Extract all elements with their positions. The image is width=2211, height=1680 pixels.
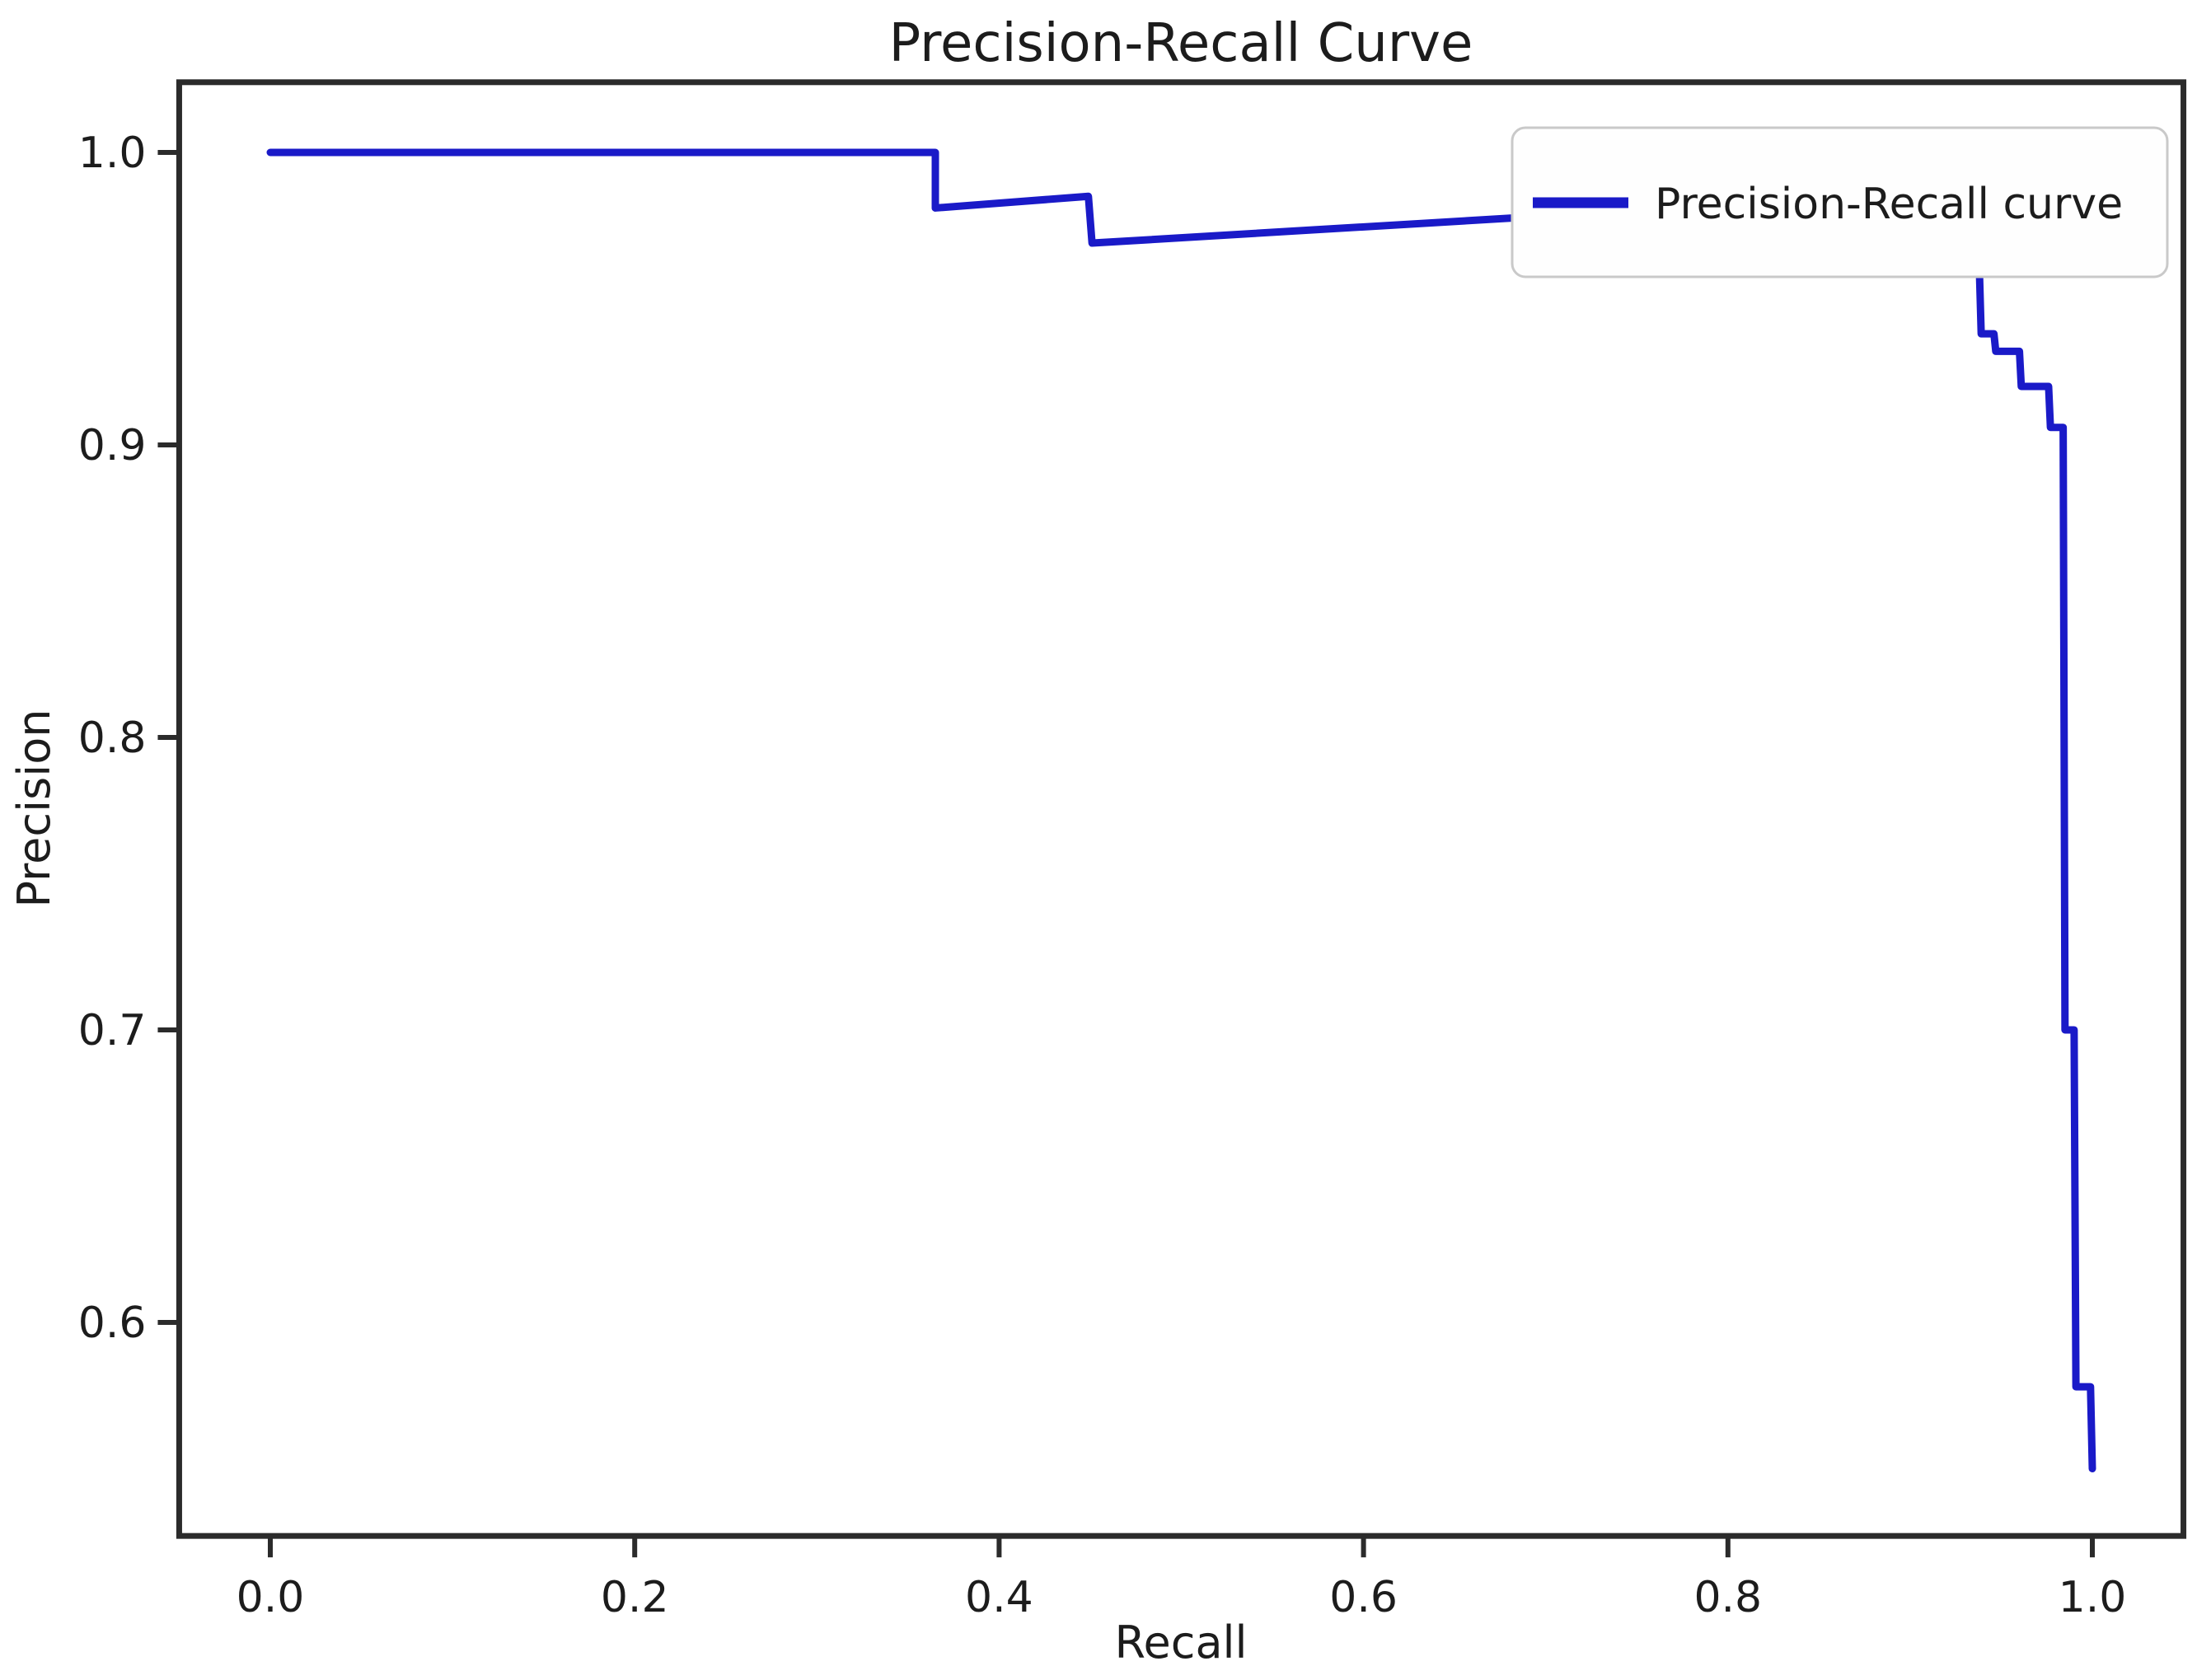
- y-tick-label: 0.9: [78, 421, 147, 470]
- x-tick-label: 0.2: [601, 1573, 669, 1622]
- pr-curve-line: [270, 152, 2092, 1469]
- x-axis-label: Recall: [1114, 1617, 1247, 1668]
- y-tick-label: 1.0: [78, 129, 147, 178]
- legend: Precision-Recall curve: [1512, 128, 2167, 277]
- y-tick-label: 0.6: [78, 1299, 147, 1348]
- x-tick-label: 0.0: [237, 1573, 305, 1622]
- x-tick-label: 1.0: [2059, 1573, 2127, 1622]
- precision-recall-chart: 0.0 0.2 0.4 0.6 0.8 1.0 1.0 0.9 0.8 0.7 0.6 Preci…: [0, 0, 2211, 1680]
- x-tick-label: 0.8: [1693, 1573, 1762, 1622]
- x-tick-label: 0.4: [965, 1573, 1033, 1622]
- plot-area-border: [179, 82, 2183, 1536]
- y-tick-label: 0.8: [78, 714, 147, 763]
- y-axis-ticks: 1.0 0.9 0.8 0.7 0.6: [78, 129, 180, 1348]
- legend-entry-label: Precision-Recall curve: [1655, 180, 2123, 229]
- y-tick-label: 0.7: [78, 1006, 147, 1055]
- chart-title: Precision-Recall Curve: [889, 13, 1473, 74]
- y-axis-label: Precision: [8, 709, 60, 908]
- x-axis-ticks: 0.0 0.2 0.4 0.6 0.8 1.0: [237, 1536, 2127, 1622]
- figure-canvas: 0.0 0.2 0.4 0.6 0.8 1.0 1.0 0.9 0.8 0.7 0.6 Preci…: [0, 0, 2211, 1680]
- x-tick-label: 0.6: [1329, 1573, 1398, 1622]
